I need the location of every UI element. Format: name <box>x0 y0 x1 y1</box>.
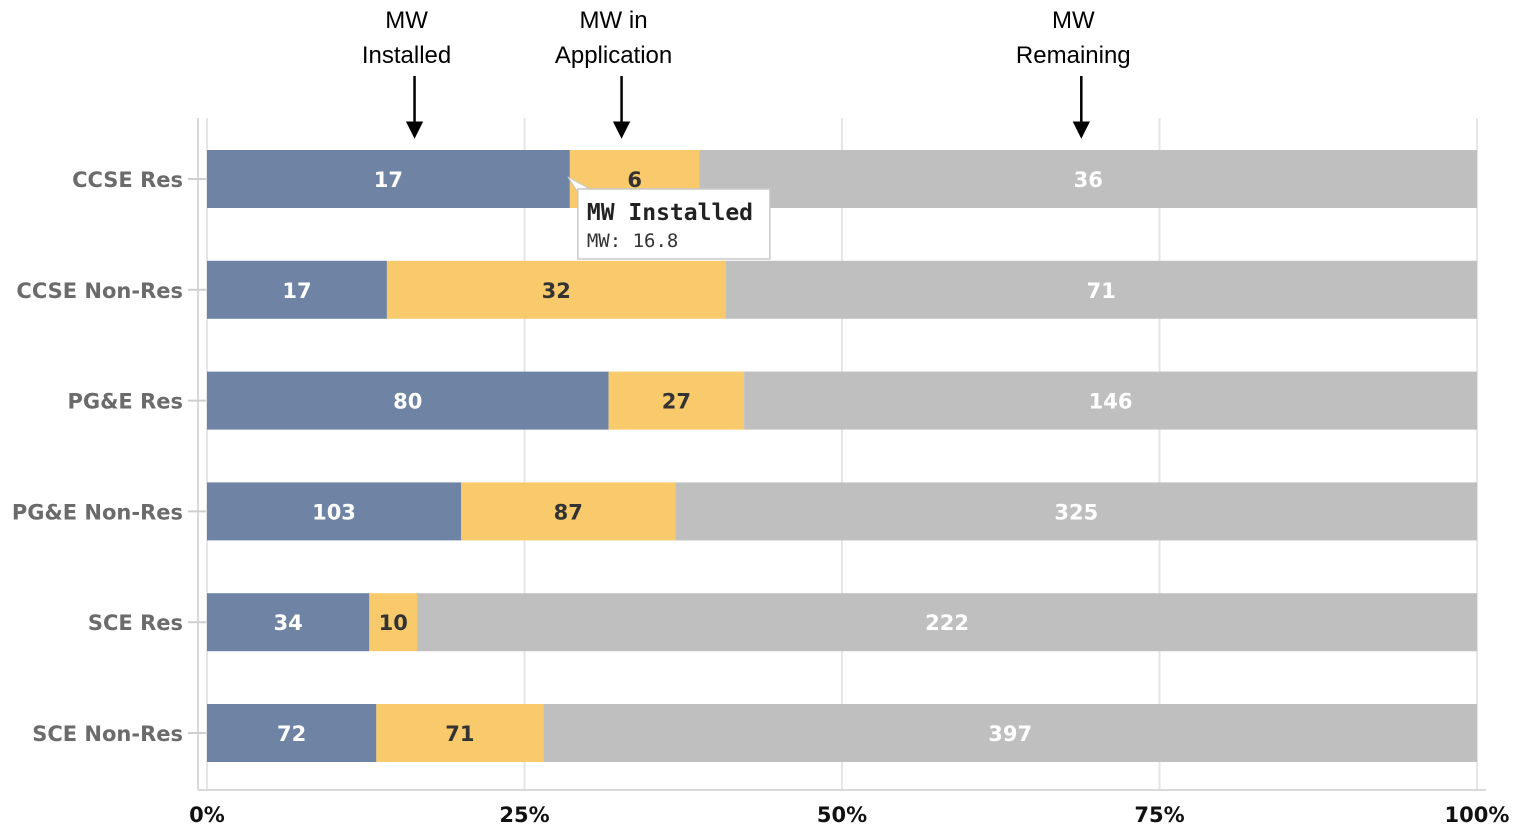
data-label-ccse-res-mw-remaining: 36 <box>1074 168 1103 192</box>
annotation-text-line: Remaining <box>1016 42 1131 69</box>
x-axis-ticks: 0% 25% 50% 75% 100% <box>189 803 1509 825</box>
bar-ccse-non-res-mw-remaining[interactable] <box>725 260 1477 319</box>
data-label-sce-res-mw-installed: 34 <box>274 611 303 635</box>
bar-sce-res-mw-in-application[interactable] <box>369 593 418 652</box>
annotation-text-line: Installed <box>362 42 451 69</box>
data-label-ccse-res-mw-in-application: 6 <box>627 168 642 192</box>
tooltip-body: MW: 16.8 <box>587 230 679 252</box>
bar-pgande-res-mw-remaining[interactable] <box>744 371 1477 430</box>
annotation-text-line: MW <box>385 7 428 34</box>
bar-sce-res-mw-remaining[interactable] <box>417 593 1477 652</box>
data-label-pgande-non-res-mw-installed: 103 <box>312 500 356 524</box>
data-label-pgande-res-mw-remaining: 146 <box>1089 390 1133 414</box>
category-label-pgande-res: PG&E Res <box>67 390 183 414</box>
data-label-ccse-non-res-mw-remaining: 71 <box>1087 279 1116 303</box>
data-label-sce-non-res-mw-remaining: 397 <box>988 722 1032 746</box>
data-label-sce-non-res-mw-installed: 72 <box>277 722 306 746</box>
data-label-sce-non-res-mw-in-application: 71 <box>445 722 474 746</box>
data-label-ccse-non-res-mw-installed: 17 <box>282 279 311 303</box>
data-label-pgande-non-res-mw-remaining: 325 <box>1054 500 1098 524</box>
category-label-sce-res: SCE Res <box>88 611 183 635</box>
bars: 17 6 36 17 32 71 80 27 146 103 87 325 34 10 222 72 71 397 <box>207 150 1477 762</box>
category-labels: CCSE Res CCSE Non-Res PG&E Res PG&E Non-Res… <box>12 168 183 746</box>
data-label-pgande-res-mw-installed: 80 <box>393 390 422 414</box>
bar-ccse-res-mw-installed[interactable] <box>207 150 570 208</box>
bar-pgande-res-mw-installed[interactable] <box>207 371 609 430</box>
data-label-sce-res-mw-in-application: 10 <box>379 611 408 635</box>
bar-pgande-non-res-mw-remaining[interactable] <box>675 482 1477 541</box>
annotation-text-line: MW in <box>580 7 648 34</box>
plot-frame <box>188 118 1486 791</box>
category-label-sce-non-res: SCE Non-Res <box>32 722 183 746</box>
tooltip: MW Installed MW: 16.8 <box>567 176 771 260</box>
data-label-pgande-res-mw-in-application: 27 <box>662 390 691 414</box>
x-tick-label-75: 75% <box>1134 803 1184 825</box>
data-label-ccse-res-mw-installed: 17 <box>374 168 403 192</box>
x-tick-label-50: 50% <box>817 803 867 825</box>
bar-pgande-res-mw-in-application[interactable] <box>608 371 745 430</box>
tooltip-title: MW Installed <box>587 200 753 226</box>
bar-pgande-non-res-mw-in-application[interactable] <box>461 482 676 541</box>
x-tick-label-100: 100% <box>1445 803 1510 825</box>
category-label-ccse-res: CCSE Res <box>72 168 183 192</box>
x-tick-label-25: 25% <box>499 803 549 825</box>
bar-sce-non-res-mw-installed[interactable] <box>207 704 377 762</box>
bar-sce-res-mw-installed[interactable] <box>207 593 370 652</box>
data-label-sce-res-mw-remaining: 222 <box>925 611 969 635</box>
bar-sce-non-res-mw-in-application[interactable] <box>376 704 544 762</box>
annotation-mw-remaining: MW Remaining <box>1016 7 1131 139</box>
category-label-pgande-non-res: PG&E Non-Res <box>12 500 183 524</box>
bar-ccse-non-res-mw-installed[interactable] <box>207 260 387 319</box>
data-label-pgande-non-res-mw-in-application: 87 <box>554 500 583 524</box>
category-label-ccse-non-res: CCSE Non-Res <box>16 279 183 303</box>
bar-sce-non-res-mw-remaining[interactable] <box>543 704 1477 762</box>
x-tick-label-0: 0% <box>189 803 225 825</box>
data-label-ccse-non-res-mw-in-application: 32 <box>542 279 571 303</box>
bar-pgande-non-res-mw-installed[interactable] <box>207 482 461 541</box>
annotation-mw-in-application: MW in Application <box>555 7 672 139</box>
tooltip-box <box>577 188 771 260</box>
bar-ccse-res-mw-remaining[interactable] <box>699 150 1477 208</box>
series-annotations: MW Installed MW in Application MW Remaining <box>362 7 1131 139</box>
grid-lines <box>206 118 1478 790</box>
annotation-text-line: MW <box>1052 7 1095 34</box>
bar-ccse-non-res-mw-in-application[interactable] <box>386 260 726 319</box>
annotation-mw-installed: MW Installed <box>362 7 451 139</box>
annotation-text-line: Application <box>555 42 672 69</box>
